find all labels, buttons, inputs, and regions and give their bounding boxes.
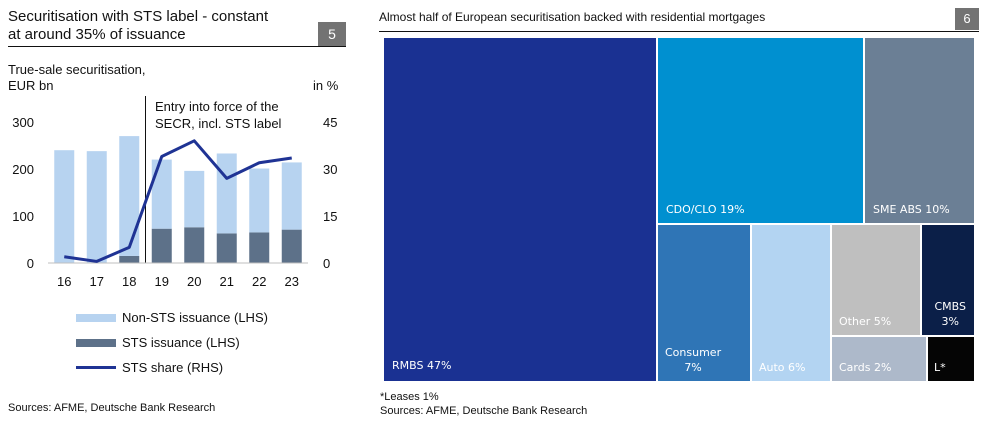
x-tick-20: 20 — [187, 274, 201, 289]
x-tick-19: 19 — [155, 274, 169, 289]
legend-swatch-non-sts — [76, 313, 116, 322]
treemap-label-cmbs-line1: CMBS — [934, 300, 966, 313]
bar-sts-18 — [119, 255, 140, 263]
bar-non-sts-22 — [249, 168, 270, 233]
y2-tick-45: 45 — [323, 115, 337, 130]
legend-label-sts-share: STS share (RHS) — [122, 360, 224, 375]
y2-tick-30: 30 — [323, 162, 337, 177]
legend-swatch-sts — [76, 338, 116, 347]
y-tick-0: 0 — [27, 256, 34, 271]
left-chart-plot: 16 17 18 19 20 21 22 23 0 100 200 300 0 15 30 45 — [12, 96, 337, 289]
y-tick-300: 300 — [12, 115, 34, 130]
bar-non-sts-16 — [54, 150, 75, 263]
left-legend: Non-STS issuance (LHS) STS issuance (LHS… — [76, 305, 268, 380]
treemap-label-cmbs-line2: 3% — [941, 315, 959, 328]
treemap-cell-rmbs: RMBS 47% — [383, 37, 657, 382]
treemap-label-cards: Cards 2% — [839, 361, 892, 374]
right-source: Sources: AFME, Deutsche Bank Research — [380, 405, 588, 417]
bar-non-sts-20 — [184, 170, 205, 228]
bar-non-sts-23 — [281, 162, 302, 230]
left-units-line2: EUR bn — [8, 78, 54, 93]
treemap-label-auto: Auto 6% — [759, 361, 806, 374]
treemap-label-sme-abs: SME ABS 10% — [873, 203, 950, 216]
treemap-cell-consumer: Consumer 7% — [657, 224, 751, 382]
treemap-cell-sme-abs: SME ABS 10% — [864, 37, 975, 224]
left-title-line2: at around 35% of issuance — [8, 26, 186, 43]
treemap-cell-leases: L* — [927, 336, 975, 382]
y2-tick-15: 15 — [323, 209, 337, 224]
left-chart-title: Securitisation with STS label - constant… — [8, 8, 308, 44]
y-tick-100: 100 — [12, 209, 34, 224]
secr-annotation-line1: Entry into force of the — [155, 99, 279, 114]
left-source: Sources: AFME, Deutsche Bank Research — [8, 402, 216, 414]
y2-tick-0: 0 — [323, 256, 330, 271]
x-tick-23: 23 — [285, 274, 299, 289]
x-tick-21: 21 — [220, 274, 234, 289]
secr-annotation-line2: SECR, incl. STS label — [155, 116, 282, 131]
x-tick-16: 16 — [57, 274, 71, 289]
bar-sts-22 — [249, 232, 270, 263]
y-tick-200: 200 — [12, 162, 34, 177]
left-units: True-sale securitisation, EUR bn — [8, 62, 146, 94]
legend-item-sts-share: STS share (RHS) — [76, 355, 268, 380]
treemap-label-consumer-line2: 7% — [684, 361, 702, 374]
legend-label-sts: STS issuance (LHS) — [122, 335, 240, 350]
legend-swatch-sts-share — [76, 366, 116, 369]
treemap-cell-cards: Cards 2% — [831, 336, 927, 382]
bar-non-sts-18 — [119, 136, 140, 256]
rhs-unit-label: in % — [313, 78, 339, 93]
bar-non-sts-21 — [216, 153, 237, 234]
treemap-label-rmbs: RMBS 47% — [392, 359, 452, 372]
legend-item-sts: STS issuance (LHS) — [76, 330, 268, 355]
treemap-label-cmbs: CMBS 3% — [934, 299, 966, 329]
bar-sts-21 — [216, 233, 237, 263]
treemap-label-consumer: Consumer 7% — [665, 345, 721, 375]
right-title-rule — [379, 31, 979, 32]
x-tick-22: 22 — [252, 274, 266, 289]
left-units-line1: True-sale securitisation, — [8, 62, 146, 77]
right-footnote: *Leases 1% — [380, 391, 439, 403]
left-chart-number: 5 — [318, 22, 346, 46]
legend-label-non-sts: Non-STS issuance (LHS) — [122, 310, 268, 325]
bar-sts-20 — [184, 227, 205, 263]
treemap-label-other: Other 5% — [839, 315, 892, 328]
treemap-label-leases: L* — [934, 361, 946, 374]
sts-share-line — [64, 139, 292, 263]
x-tick-17: 17 — [90, 274, 104, 289]
legend-item-non-sts: Non-STS issuance (LHS) — [76, 305, 268, 330]
treemap-label-consumer-line1: Consumer — [665, 346, 722, 359]
treemap-label-cdo-clo: CDO/CLO 19% — [666, 203, 745, 216]
right-chart-number: 6 — [955, 8, 979, 30]
treemap-cell-auto: Auto 6% — [751, 224, 831, 382]
treemap-cell-cmbs: CMBS 3% — [921, 224, 975, 336]
treemap: RMBS 47% CDO/CLO 19% SME ABS 10% Consume… — [383, 37, 975, 382]
right-chart-title: Almost half of European securitisation b… — [379, 10, 766, 24]
x-tick-18: 18 — [122, 274, 136, 289]
bar-sts-23 — [281, 229, 302, 263]
bar-non-sts-19 — [151, 159, 172, 229]
secr-annotation: Entry into force of the SECR, incl. STS … — [155, 98, 281, 132]
bar-non-sts-17 — [86, 151, 107, 263]
treemap-cell-other: Other 5% — [831, 224, 921, 336]
left-title-line1: Securitisation with STS label - constant — [8, 8, 269, 25]
treemap-cell-cdo-clo: CDO/CLO 19% — [657, 37, 864, 224]
bar-sts-19 — [151, 228, 172, 263]
left-title-rule — [8, 46, 346, 47]
